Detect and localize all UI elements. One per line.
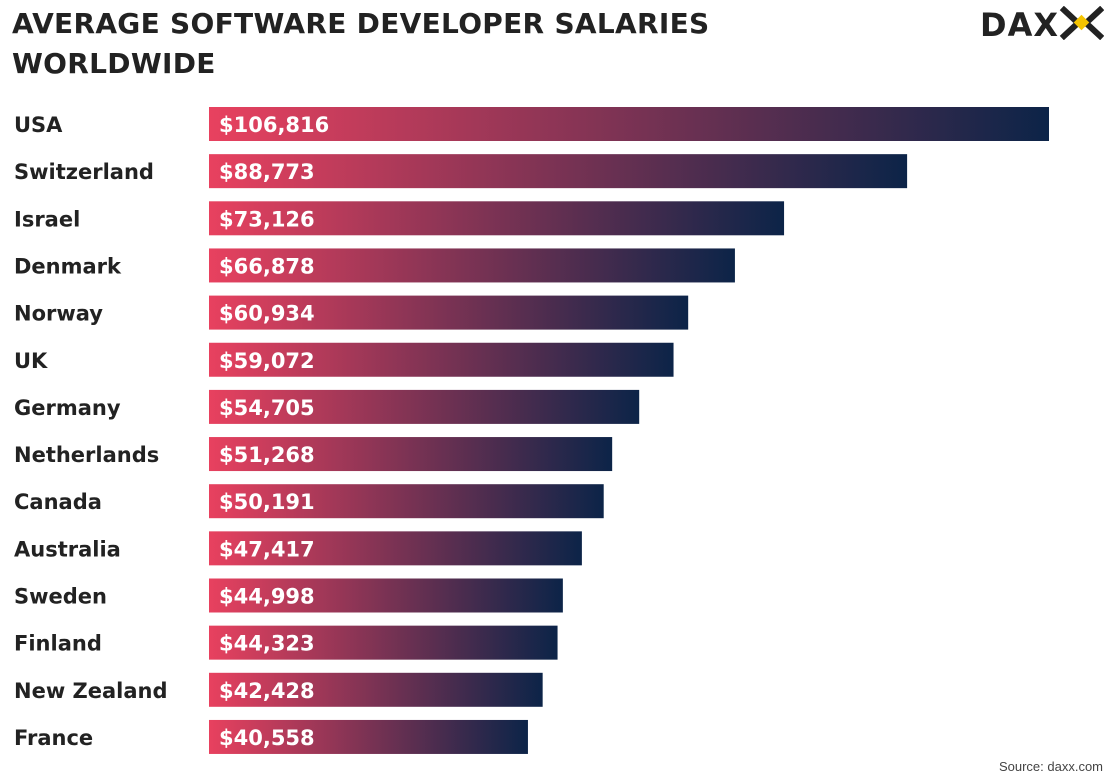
category-label-germany: Germany — [14, 396, 121, 420]
value-label-finland: $44,323 — [219, 632, 315, 656]
value-label-norway: $60,934 — [219, 302, 315, 326]
category-label-netherlands: Netherlands — [14, 443, 159, 467]
logo-x-mark — [1059, 6, 1104, 40]
value-label-australia: $47,417 — [219, 537, 315, 561]
value-label-netherlands: $51,268 — [219, 443, 315, 467]
value-label-germany: $54,705 — [219, 396, 315, 420]
bar-germany — [209, 389, 640, 424]
value-label-israel: $73,126 — [219, 207, 315, 231]
bar-australia — [209, 531, 582, 566]
category-label-finland: Finland — [14, 632, 102, 656]
source-note: Source: daxx.com — [998, 759, 1103, 774]
bar-usa — [209, 107, 1049, 141]
value-label-france: $40,558 — [219, 726, 315, 750]
category-label-new-zealand: New Zealand — [14, 679, 168, 703]
value-label-new-zealand: $42,428 — [219, 679, 315, 703]
value-label-sweden: $44,998 — [219, 585, 315, 609]
bar-france — [209, 719, 528, 754]
category-label-switzerland: Switzerland — [14, 160, 154, 184]
category-label-uk: UK — [14, 349, 48, 373]
category-label-norway: Norway — [14, 302, 103, 326]
bars-group: USA $106,816 Switzerland $88,773 Israel $73,1… — [14, 107, 1049, 754]
logo-text: DAX — [980, 6, 1059, 40]
bar-netherlands — [209, 437, 613, 472]
bar-israel — [209, 201, 785, 236]
bar-switzerland — [209, 154, 908, 189]
bar-denmark — [209, 248, 735, 283]
bar-uk — [209, 342, 674, 377]
bar-norway — [209, 295, 689, 330]
value-label-canada: $50,191 — [219, 490, 315, 514]
bar-canada — [209, 484, 604, 519]
category-label-canada: Canada — [14, 490, 102, 514]
bar-finland — [209, 625, 558, 660]
value-label-switzerland: $88,773 — [219, 160, 315, 184]
chart-title: AVERAGE SOFTWARE DEVELOPER SALARIES WORL… — [12, 7, 710, 80]
category-label-australia: Australia — [14, 537, 121, 561]
category-label-denmark: Denmark — [14, 254, 122, 278]
bar-new-zealand — [209, 672, 543, 707]
logo-diamond — [1073, 14, 1090, 31]
category-label-usa: USA — [14, 113, 63, 137]
value-label-usa: $106,816 — [219, 113, 329, 137]
category-label-sweden: Sweden — [14, 585, 107, 609]
daxx-logo: DAX — [980, 6, 1104, 40]
category-label-france: France — [14, 726, 93, 750]
category-label-israel: Israel — [14, 207, 80, 231]
bar-sweden — [209, 578, 563, 613]
value-label-denmark: $66,878 — [219, 254, 315, 278]
value-label-uk: $59,072 — [219, 349, 315, 373]
